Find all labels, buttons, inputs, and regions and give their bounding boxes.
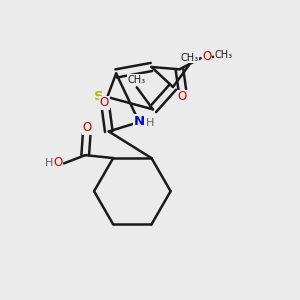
Text: O: O bbox=[178, 91, 187, 103]
Text: CH₃: CH₃ bbox=[128, 75, 146, 85]
Text: CH₃: CH₃ bbox=[180, 52, 198, 62]
Text: O: O bbox=[202, 50, 212, 64]
Text: H: H bbox=[44, 158, 53, 168]
Text: CH₃: CH₃ bbox=[214, 50, 233, 60]
Text: O: O bbox=[100, 96, 109, 110]
Text: H: H bbox=[146, 118, 154, 128]
Text: N: N bbox=[134, 115, 145, 128]
Text: O: O bbox=[53, 156, 63, 169]
Text: S: S bbox=[94, 90, 104, 103]
Text: O: O bbox=[83, 121, 92, 134]
